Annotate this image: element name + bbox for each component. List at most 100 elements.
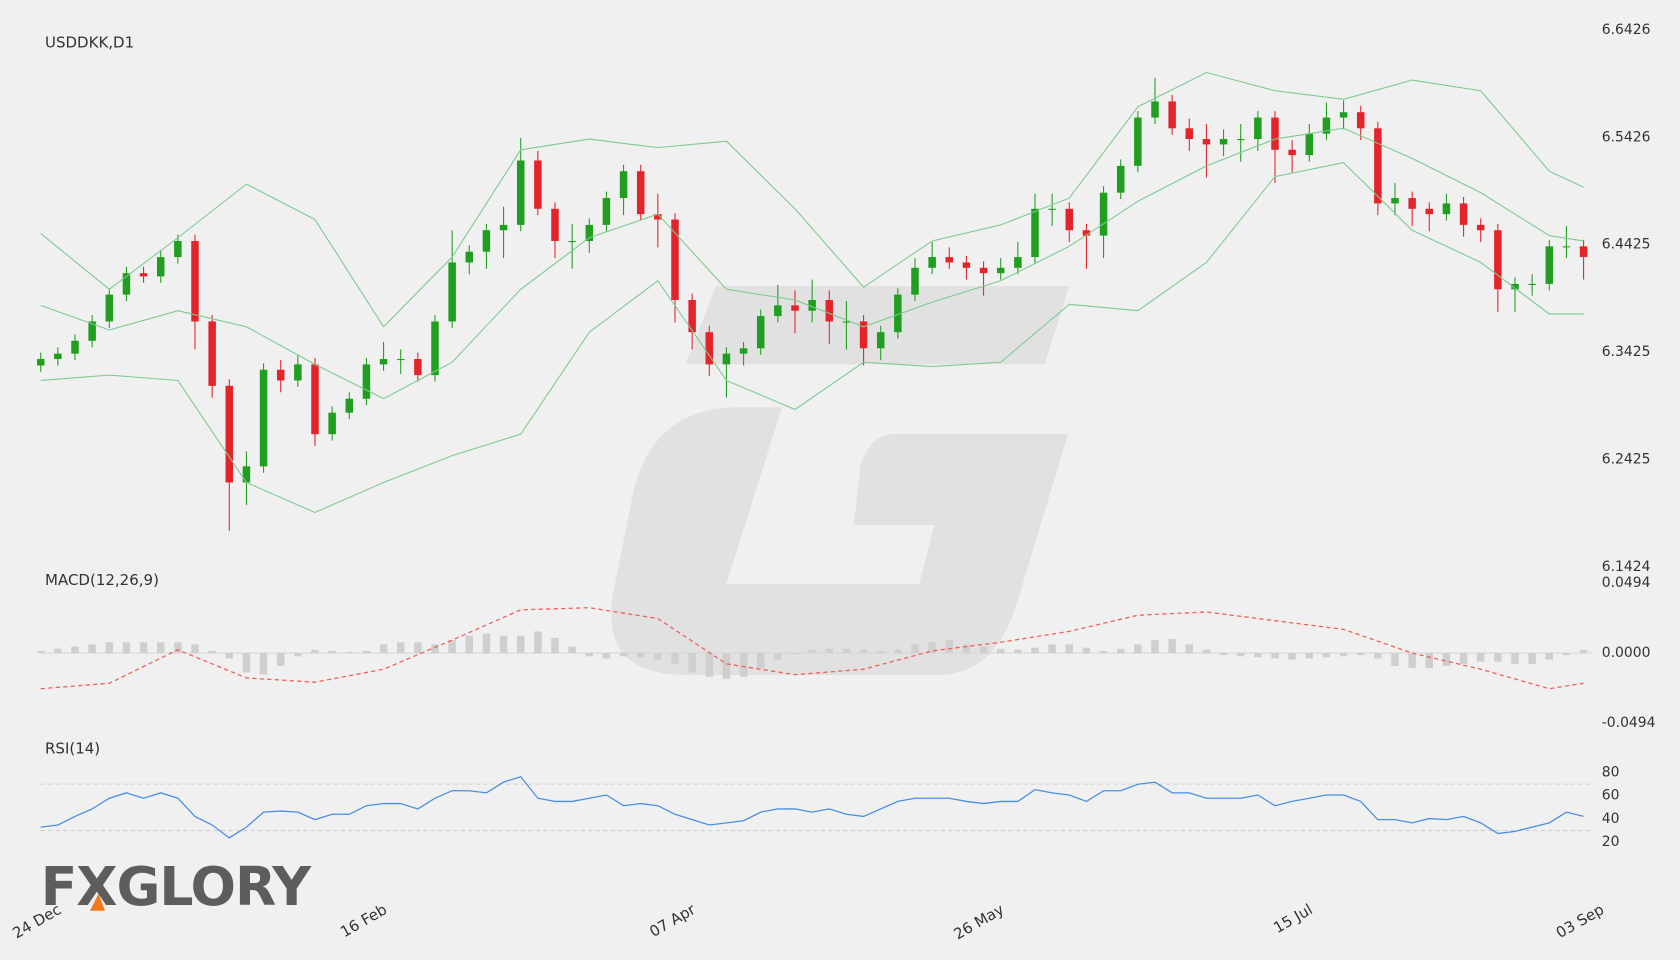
candle-body bbox=[242, 466, 251, 483]
candle-body bbox=[1562, 246, 1571, 248]
candle-body bbox=[774, 305, 782, 317]
macd-histogram-bar bbox=[1374, 653, 1382, 659]
macd-histogram-bar bbox=[1202, 649, 1211, 654]
macd-histogram-bar bbox=[174, 642, 182, 654]
candle-body bbox=[54, 353, 62, 360]
macd-histogram-bar bbox=[585, 653, 594, 657]
logo-accent bbox=[90, 893, 105, 911]
candle-body bbox=[585, 224, 594, 241]
candle-body bbox=[1031, 208, 1039, 258]
macd-histogram-bar bbox=[602, 653, 611, 659]
candle-body bbox=[894, 294, 902, 333]
macd-histogram-bar bbox=[1545, 653, 1554, 660]
candle-body bbox=[191, 240, 199, 322]
candle-body bbox=[396, 359, 405, 361]
candle-body bbox=[328, 412, 336, 435]
pane-title: RSI(14) bbox=[45, 739, 100, 757]
candle-body bbox=[945, 257, 954, 263]
candle-body bbox=[825, 300, 834, 322]
y-tick-label: 6.4425 bbox=[1602, 237, 1651, 253]
macd-histogram-bar bbox=[1254, 653, 1262, 658]
macd-histogram-bar bbox=[894, 649, 902, 654]
candle-body bbox=[1236, 139, 1245, 141]
pane-title: MACD(12,26,9) bbox=[45, 571, 159, 589]
macd-histogram-bar bbox=[534, 631, 542, 654]
candle-body bbox=[1476, 224, 1485, 231]
candle-body bbox=[1391, 198, 1399, 204]
macd-histogram-bar bbox=[122, 642, 131, 654]
candle-body bbox=[911, 267, 919, 295]
macd-histogram-bar bbox=[191, 644, 199, 654]
candle-body bbox=[551, 208, 559, 241]
watermark-g bbox=[611, 286, 1070, 675]
macd-histogram-bar bbox=[294, 653, 302, 657]
macd-histogram-bar bbox=[36, 650, 45, 654]
candle-body bbox=[1134, 117, 1142, 166]
candle-body bbox=[88, 321, 96, 341]
macd-histogram-bar bbox=[1288, 653, 1296, 660]
y-tick-label: 20 bbox=[1602, 834, 1620, 850]
candle-body bbox=[1065, 208, 1074, 231]
macd-histogram-bar bbox=[54, 648, 62, 654]
macd-histogram-bar bbox=[1339, 653, 1348, 657]
macd-histogram-bar bbox=[756, 653, 765, 669]
candle-body bbox=[1579, 246, 1588, 258]
candle-body bbox=[808, 300, 816, 311]
candle-body bbox=[1374, 128, 1382, 204]
candle-body bbox=[859, 321, 868, 349]
macd-histogram-bar bbox=[1236, 653, 1245, 657]
candle-body bbox=[105, 294, 114, 322]
candle-body bbox=[448, 262, 456, 322]
candle-body bbox=[1356, 112, 1365, 129]
macd-histogram-bar bbox=[208, 650, 216, 654]
candle-body bbox=[174, 240, 182, 258]
y-tick-label: 6.5426 bbox=[1602, 129, 1651, 145]
macd-histogram-bar bbox=[551, 637, 559, 654]
macd-histogram-bar bbox=[928, 642, 936, 654]
candle-body bbox=[671, 219, 679, 301]
candle-body bbox=[1271, 117, 1279, 150]
y-tick-label: 0.0000 bbox=[1602, 645, 1651, 661]
macd-histogram-bar bbox=[979, 646, 988, 654]
macd-histogram-bar bbox=[825, 648, 834, 654]
candle-body bbox=[276, 369, 285, 381]
macd-histogram-bar bbox=[568, 646, 576, 654]
candle-body bbox=[962, 262, 971, 268]
macd-histogram-bar bbox=[1185, 644, 1194, 654]
y-tick-label: 6.1424 bbox=[1602, 559, 1651, 575]
candle-body bbox=[1459, 203, 1468, 225]
macd-histogram-bar bbox=[465, 635, 474, 654]
candle-body bbox=[1545, 246, 1554, 284]
macd-histogram-bar bbox=[1408, 653, 1416, 669]
macd-histogram-bar bbox=[362, 650, 371, 654]
macd-histogram-bar bbox=[654, 653, 662, 660]
macd-histogram-bar bbox=[1116, 648, 1125, 654]
macd-histogram-bar bbox=[448, 640, 456, 654]
macd-histogram-bar bbox=[1014, 649, 1022, 654]
y-tick-label: 60 bbox=[1602, 788, 1620, 804]
macd-histogram-bar bbox=[88, 644, 96, 654]
candle-body bbox=[654, 214, 662, 220]
candle-body bbox=[139, 273, 148, 277]
candle-body bbox=[36, 359, 45, 366]
macd-histogram-bar bbox=[1082, 647, 1091, 654]
candle-body bbox=[225, 385, 234, 483]
macd-histogram-bar bbox=[1528, 653, 1536, 664]
candle-body bbox=[516, 160, 525, 225]
candle-body bbox=[465, 251, 474, 263]
candle-body bbox=[928, 257, 936, 268]
candle-body bbox=[568, 240, 576, 243]
macd-histogram-bar bbox=[774, 653, 782, 660]
macd-histogram-bar bbox=[1048, 644, 1056, 654]
macd-histogram-bar bbox=[156, 642, 165, 654]
candle-body bbox=[1528, 283, 1536, 285]
logo: FXGLORY bbox=[41, 855, 312, 918]
y-tick-label: -0.0494 bbox=[1602, 715, 1656, 731]
candle-body bbox=[379, 359, 388, 365]
macd-histogram-bar bbox=[996, 648, 1005, 654]
macd-histogram-bar bbox=[739, 653, 748, 677]
candle-body bbox=[688, 300, 696, 333]
macd-histogram-bar bbox=[859, 649, 868, 654]
macd-histogram-bar bbox=[105, 642, 114, 654]
macd-histogram-bar bbox=[1271, 653, 1279, 659]
